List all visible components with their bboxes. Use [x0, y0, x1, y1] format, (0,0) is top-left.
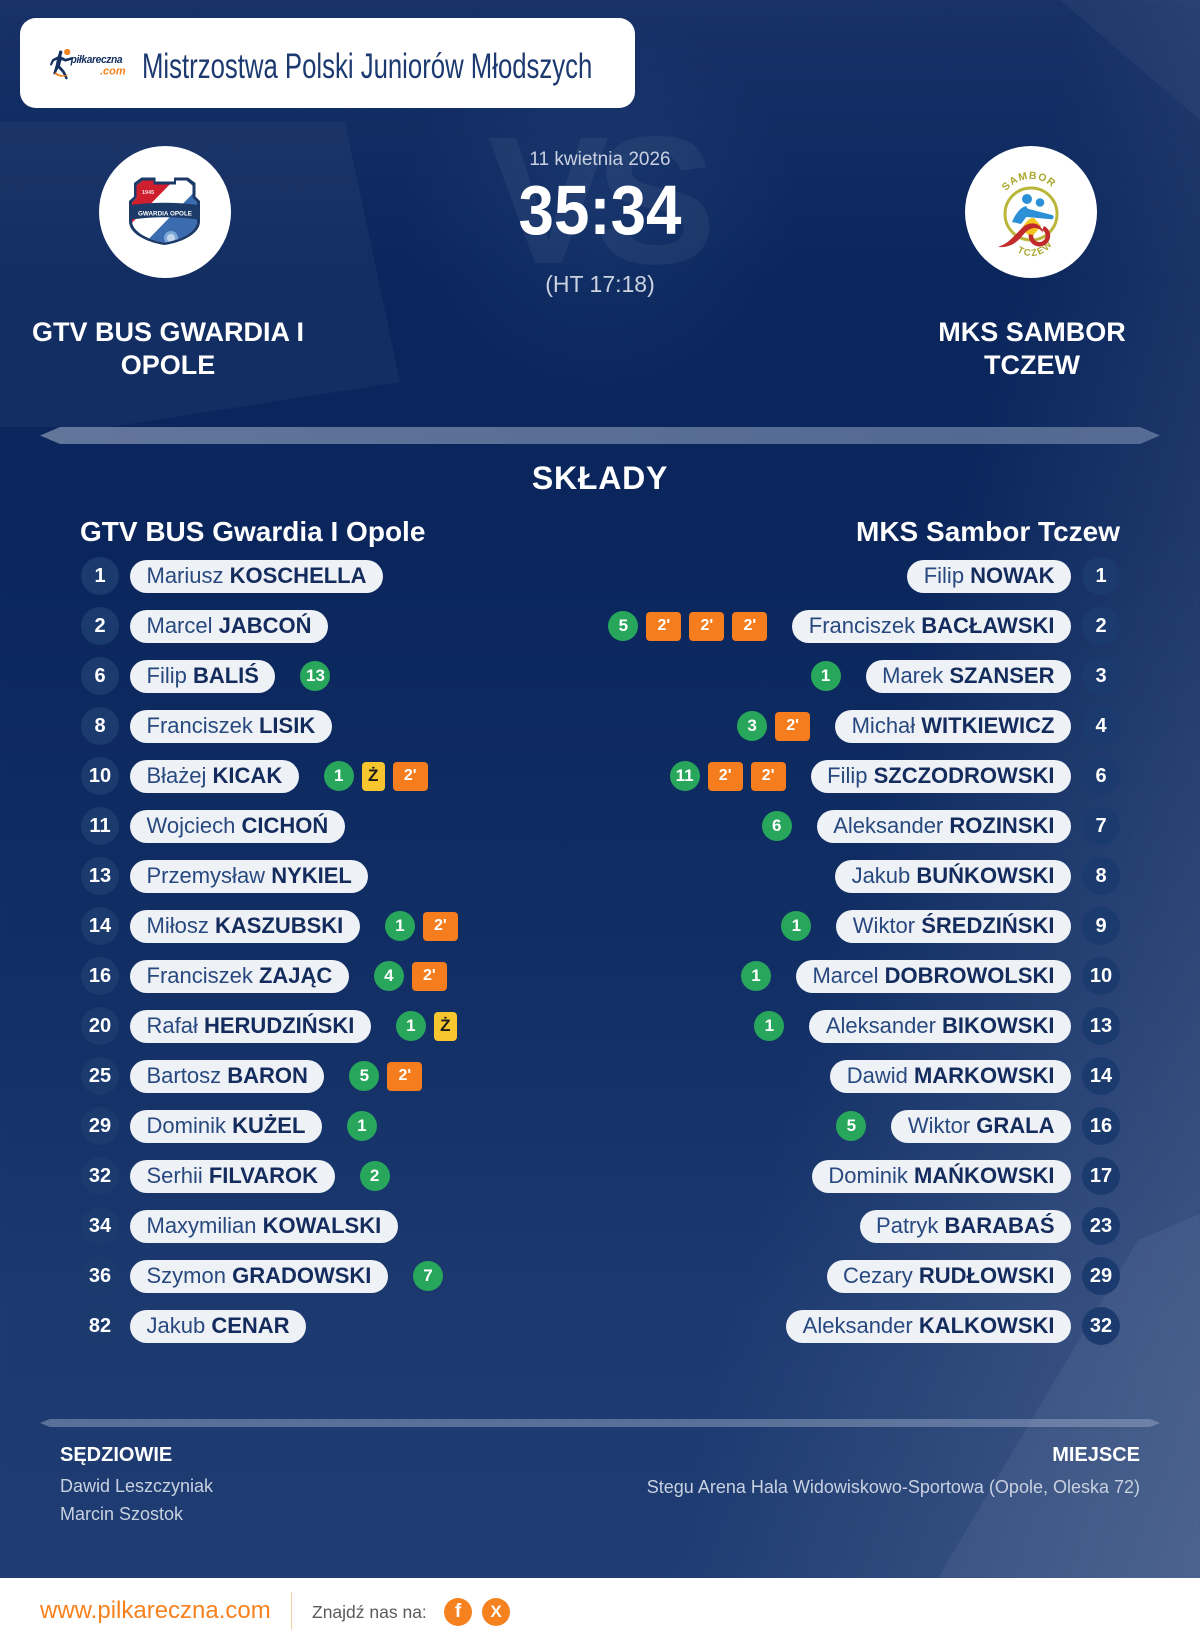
- svg-text:piłkareczna: piłkareczna: [70, 54, 123, 66]
- svg-text:.com: .com: [100, 66, 126, 78]
